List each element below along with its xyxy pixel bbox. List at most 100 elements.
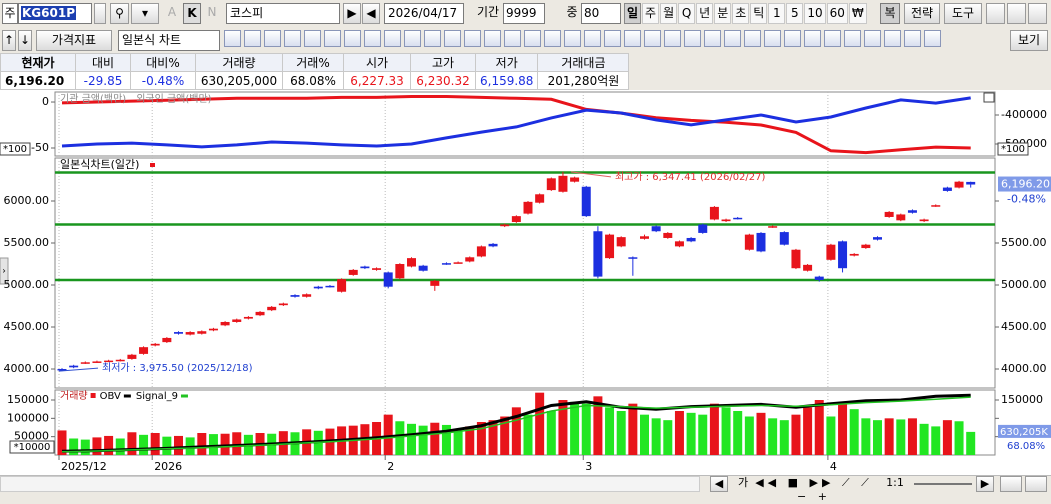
- open-button[interactable]: [986, 3, 1005, 24]
- tool-icon[interactable]: [624, 30, 641, 47]
- tool-icon[interactable]: [324, 30, 341, 47]
- status-button-a[interactable]: [1000, 476, 1022, 492]
- interval-buttons: 일 주 월 Q 년 분 초 틱 1 5 10 60 ₩: [624, 3, 867, 24]
- interval-button[interactable]: Q: [678, 3, 696, 24]
- play-controls[interactable]: ◀◀ ■ ▶▶ ⟋ ⟋ − +: [755, 476, 873, 503]
- interval-button[interactable]: 년: [696, 3, 714, 24]
- interval-button[interactable]: 분: [714, 3, 732, 24]
- code-input[interactable]: KG601P: [18, 3, 92, 24]
- tool-icon[interactable]: [384, 30, 401, 47]
- tools-button[interactable]: 도구: [944, 3, 982, 24]
- x-tick-label: 2026: [154, 460, 182, 473]
- candle-body: [791, 249, 801, 269]
- zoom-slider[interactable]: [914, 476, 972, 485]
- interval-button[interactable]: 5: [786, 3, 804, 24]
- up-button[interactable]: ↑: [2, 30, 16, 51]
- interval-button[interactable]: 월: [660, 3, 678, 24]
- tool-icon[interactable]: [904, 30, 921, 47]
- period-input[interactable]: 9999: [503, 3, 545, 24]
- date-input[interactable]: 2026/04/17: [384, 3, 464, 24]
- status-button-b[interactable]: [1025, 476, 1047, 492]
- candle-body: [523, 201, 533, 214]
- save-button[interactable]: [1007, 3, 1026, 24]
- interval-button[interactable]: 60: [826, 3, 848, 24]
- tool-icon[interactable]: [404, 30, 421, 47]
- volume-bar: [896, 419, 906, 455]
- tool-icon[interactable]: [844, 30, 861, 47]
- tool-icon[interactable]: [544, 30, 561, 47]
- scroll-right[interactable]: ▶: [976, 476, 994, 492]
- menu-button[interactable]: ▾: [131, 3, 159, 24]
- tool-icon[interactable]: [344, 30, 361, 47]
- volume-bar: [954, 421, 964, 455]
- tool-icon[interactable]: [664, 30, 681, 47]
- volume-bar: [744, 416, 754, 455]
- tool-icon[interactable]: [804, 30, 821, 47]
- tool-icon[interactable]: [424, 30, 441, 47]
- tool-icon[interactable]: [484, 30, 501, 47]
- tool-icon[interactable]: [504, 30, 521, 47]
- text-button[interactable]: 가: [737, 476, 749, 489]
- interval-button[interactable]: 10: [804, 3, 826, 24]
- tool-icon[interactable]: [644, 30, 661, 47]
- tool-icon[interactable]: [524, 30, 541, 47]
- tool-icon[interactable]: [364, 30, 381, 47]
- mode-a[interactable]: A: [167, 5, 177, 19]
- interval-button[interactable]: 틱: [750, 3, 768, 24]
- low-leader: [58, 367, 99, 372]
- tool-icon[interactable]: [264, 30, 281, 47]
- count-input[interactable]: 80: [581, 3, 621, 24]
- volume-bar: [861, 418, 871, 455]
- spin[interactable]: [94, 3, 106, 24]
- tool-icon[interactable]: [224, 30, 241, 47]
- scroll-track[interactable]: [0, 476, 700, 492]
- interval-button[interactable]: 주: [642, 3, 660, 24]
- multi-button[interactable]: 복: [880, 3, 900, 24]
- tool-icon[interactable]: [724, 30, 741, 47]
- index-name[interactable]: 코스피: [226, 3, 340, 24]
- chart-type-select[interactable]: 일본식 차트: [118, 30, 220, 51]
- interval-button[interactable]: 일: [624, 3, 642, 24]
- tool-icon[interactable]: [564, 30, 581, 47]
- tool-icon[interactable]: [704, 30, 721, 47]
- interval-button[interactable]: 1: [768, 3, 786, 24]
- mode-k[interactable]: K: [183, 3, 201, 24]
- tool-icon[interactable]: [444, 30, 461, 47]
- mode-n[interactable]: N: [207, 5, 217, 19]
- volume-bar: [162, 436, 172, 455]
- next-button[interactable]: ▶: [343, 3, 361, 24]
- interval-button[interactable]: 초: [732, 3, 750, 24]
- prev-button[interactable]: ◀: [362, 3, 380, 24]
- tool-icon[interactable]: [764, 30, 781, 47]
- volume-bar: [919, 423, 929, 455]
- volume-bar: [640, 414, 649, 455]
- print-button[interactable]: [1028, 3, 1047, 24]
- side-toggle[interactable]: [0, 257, 9, 285]
- tool-icon[interactable]: [744, 30, 761, 47]
- tool-icon[interactable]: [864, 30, 881, 47]
- strategy-button[interactable]: 전략: [904, 3, 940, 24]
- market-box[interactable]: 주: [2, 3, 18, 24]
- tool-icon[interactable]: [304, 30, 321, 47]
- down-button[interactable]: ↓: [18, 30, 32, 51]
- tool-icon[interactable]: [784, 30, 801, 47]
- volume-bar: [628, 403, 638, 455]
- tool-icon[interactable]: [684, 30, 701, 47]
- tool-icon[interactable]: [824, 30, 841, 47]
- tool-icon[interactable]: [284, 30, 301, 47]
- tool-icon[interactable]: [464, 30, 481, 47]
- tool-icon[interactable]: [884, 30, 901, 47]
- indicator-button[interactable]: 가격지표: [36, 30, 112, 51]
- volume-bar: [651, 418, 661, 455]
- view-button[interactable]: 보기: [1010, 30, 1048, 51]
- tool-icon[interactable]: [244, 30, 261, 47]
- volume-bar: [942, 420, 952, 455]
- tool-icon[interactable]: [924, 30, 941, 47]
- scroll-left[interactable]: ◀: [710, 476, 728, 492]
- volume-bar: [814, 400, 824, 455]
- interval-button[interactable]: ₩: [848, 3, 867, 24]
- search-button[interactable]: ⚲: [110, 3, 129, 24]
- tool-icon[interactable]: [584, 30, 601, 47]
- scale-box: [9, 440, 55, 454]
- tool-icon[interactable]: [604, 30, 621, 47]
